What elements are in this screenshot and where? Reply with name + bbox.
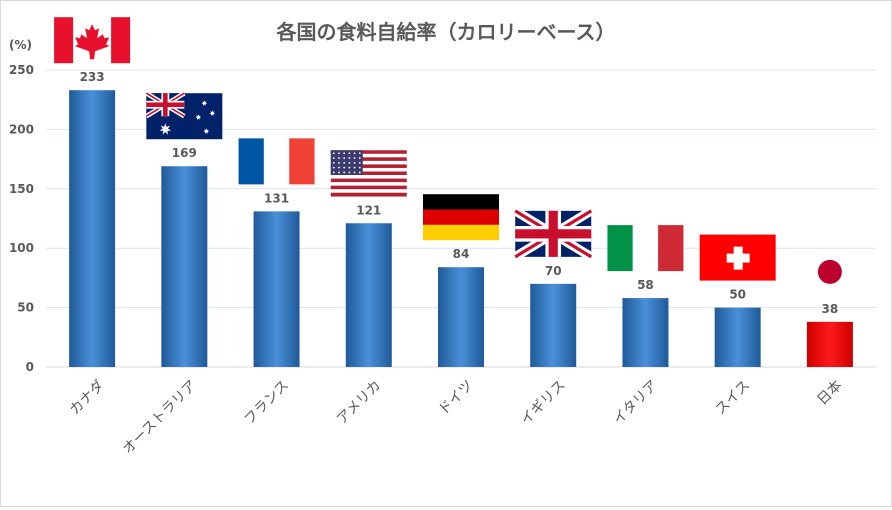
bar-5 <box>530 283 577 367</box>
x-tick-label: イタリア <box>611 377 662 428</box>
flags <box>54 17 868 295</box>
bar-1 <box>161 166 208 367</box>
x-tick-label: カナダ <box>67 377 108 418</box>
y-tick-label: 100 <box>9 241 34 255</box>
data-label: 70 <box>545 264 562 278</box>
switzerland-flag <box>699 234 776 281</box>
x-tick-label: フランス <box>241 377 292 428</box>
data-label: 233 <box>80 70 105 84</box>
x-tick-label: アメリカ <box>334 377 384 427</box>
italy-flag <box>607 225 684 272</box>
germany-flag <box>423 194 499 241</box>
uk-flag <box>512 206 594 261</box>
x-tick-label: イギリス <box>518 377 569 428</box>
y-tick-label: 0 <box>26 360 34 374</box>
australia-flag <box>145 91 223 140</box>
y-tick-label: 200 <box>9 122 34 136</box>
data-label: 131 <box>264 191 289 205</box>
bar-4 <box>438 267 484 367</box>
bar-6 <box>622 298 669 367</box>
y-tick-label: 250 <box>9 63 34 77</box>
y-unit-label: (%) <box>9 38 32 52</box>
x-tick-label: 日本 <box>814 377 845 408</box>
bar-7 <box>714 307 761 367</box>
bars <box>69 90 853 368</box>
data-label: 121 <box>356 203 381 217</box>
bar-0 <box>69 90 116 368</box>
y-tick-label: 50 <box>17 301 34 315</box>
data-label: 84 <box>453 247 470 261</box>
data-label: 169 <box>172 146 197 160</box>
data-labels: 233 169 131 121 84 70 58 50 38 <box>80 70 839 316</box>
data-label: 38 <box>822 302 839 316</box>
y-tick-label: 150 <box>9 182 34 196</box>
usa-flag <box>330 150 407 197</box>
x-tick-label: オーストラリア <box>120 377 200 457</box>
japan-flag <box>791 248 868 295</box>
chart-title: 各国の食料自給率（カロリーベース） <box>276 20 616 44</box>
x-tick-label: スイス <box>713 377 754 418</box>
canada-flag <box>54 17 131 64</box>
data-label: 50 <box>729 288 746 302</box>
x-axis-ticks: カナダ オーストラリア フランス アメリカ ドイツ イギリス イタリア スイス 日本 <box>67 377 846 457</box>
bar-2 <box>253 211 300 367</box>
bar-8 <box>806 321 853 367</box>
data-label: 58 <box>637 278 654 292</box>
x-tick-label: ドイツ <box>436 377 477 418</box>
france-flag <box>238 138 315 185</box>
y-axis-ticks: 0 50 100 150 200 250 <box>9 63 34 374</box>
bar-3 <box>345 223 392 367</box>
